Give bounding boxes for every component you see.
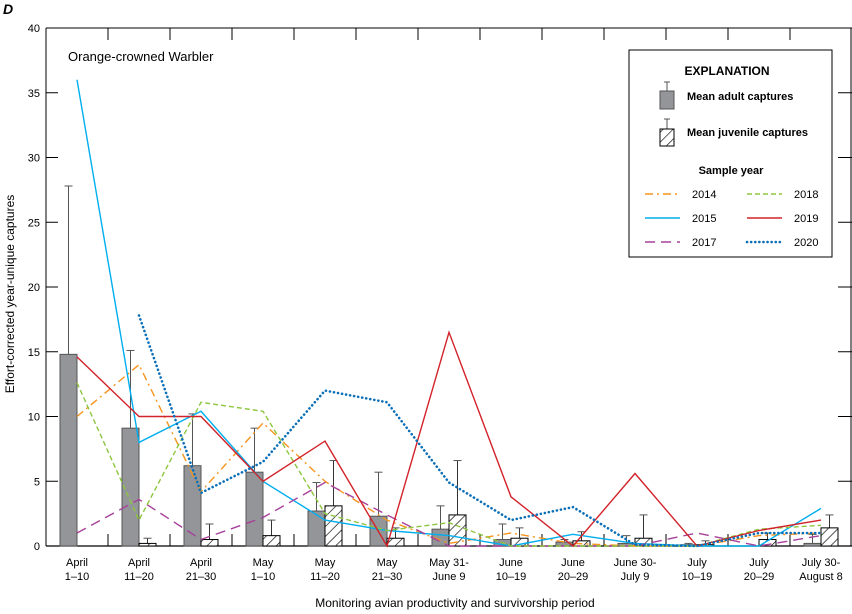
y-axis-title: Effort-corrected year-unique captures <box>3 195 17 394</box>
juvenile-bar <box>820 527 839 547</box>
y-tick-label: 15 <box>28 347 40 359</box>
x-tick-label: 10–19 <box>682 571 713 583</box>
x-tick-label: June 30- <box>614 557 657 569</box>
legend-juvenile-label: Mean juvenile captures <box>687 127 808 139</box>
y-tick-label: 5 <box>34 476 40 488</box>
x-tick-label: July <box>687 557 707 569</box>
series-line-2018 <box>76 382 822 547</box>
adult-bar <box>803 542 822 547</box>
juvenile-bar <box>324 505 343 547</box>
x-tick-label: July 30- <box>802 557 841 569</box>
x-tick-label: 20–29 <box>744 571 775 583</box>
adult-bar <box>121 427 140 547</box>
y-tick-label: 25 <box>28 217 40 229</box>
x-tick-label: May <box>253 557 274 569</box>
y-tick-label: 0 <box>34 541 40 553</box>
y-tick-label: 30 <box>28 153 40 165</box>
x-tick-label: June <box>499 557 523 569</box>
adult-bar <box>245 471 264 547</box>
x-tick-label: August 8 <box>799 571 842 583</box>
legend-adult-label: Mean adult captures <box>687 91 793 103</box>
legend-label-2014: 2014 <box>692 189 716 201</box>
x-tick-label: 10–19 <box>496 571 527 583</box>
x-tick-label: April <box>128 557 150 569</box>
x-tick-label: May 31- <box>429 557 469 569</box>
x-tick-label: 21–30 <box>372 571 403 583</box>
x-tick-label: April <box>66 557 88 569</box>
legend-years: 2014 2015 2017 2018 2019 2020 <box>645 189 818 249</box>
adult-bar <box>59 353 78 547</box>
panel-label: D <box>3 1 13 17</box>
x-axis-title: Monitoring avian productivity and surviv… <box>315 596 594 610</box>
legend-label-2018: 2018 <box>794 189 818 201</box>
bars <box>59 185 839 547</box>
juvenile-bar <box>138 542 157 547</box>
x-axis: April 1–10 April 11–20 April 21–30 May 1–10 May 1… <box>65 28 843 583</box>
x-tick-label: May <box>315 557 336 569</box>
series-line-2020 <box>137 314 823 548</box>
x-tick-label: July 9 <box>621 571 650 583</box>
x-tick-label: April <box>190 557 212 569</box>
x-tick-label: 21–30 <box>186 571 217 583</box>
juvenile-bar <box>200 539 219 547</box>
legend-label-2017: 2017 <box>692 237 716 249</box>
legend-adult-swatch <box>659 90 675 110</box>
y-tick-label: 35 <box>28 88 40 100</box>
y-axis: 0 5 10 15 20 25 30 35 40 <box>28 23 852 553</box>
legend-title: EXPLANATION <box>684 64 769 78</box>
x-tick-label: 1–10 <box>251 571 275 583</box>
x-tick-label: 20–29 <box>558 571 589 583</box>
legend: EXPLANATION Mean adult captures Mean juv… <box>628 49 833 258</box>
juvenile-bar <box>386 537 405 547</box>
juvenile-bar <box>262 535 281 547</box>
legend-label-2019: 2019 <box>794 213 818 225</box>
x-tick-label: 1–10 <box>65 571 89 583</box>
chart-title: Orange-crowned Warbler <box>68 49 214 64</box>
legend-sample-year-title: Sample year <box>699 165 765 177</box>
legend-juvenile-swatch <box>659 128 675 147</box>
adult-bar <box>307 510 326 547</box>
y-tick-label: 20 <box>28 282 40 294</box>
y-tick-label: 10 <box>28 412 40 424</box>
x-tick-label: May <box>377 557 398 569</box>
series-line-2017 <box>76 481 822 547</box>
x-tick-label: June 9 <box>432 571 465 583</box>
x-tick-label: 11–20 <box>310 571 340 583</box>
legend-label-2020: 2020 <box>794 237 818 249</box>
legend-box <box>628 49 833 258</box>
legend-label-2015: 2015 <box>692 213 716 225</box>
y-tick-label: 40 <box>28 23 40 35</box>
x-tick-label: July <box>749 557 769 569</box>
series-lines <box>76 79 823 548</box>
x-tick-label: 11–20 <box>124 571 154 583</box>
x-tick-label: June <box>561 557 585 569</box>
juvenile-bar <box>758 539 777 547</box>
